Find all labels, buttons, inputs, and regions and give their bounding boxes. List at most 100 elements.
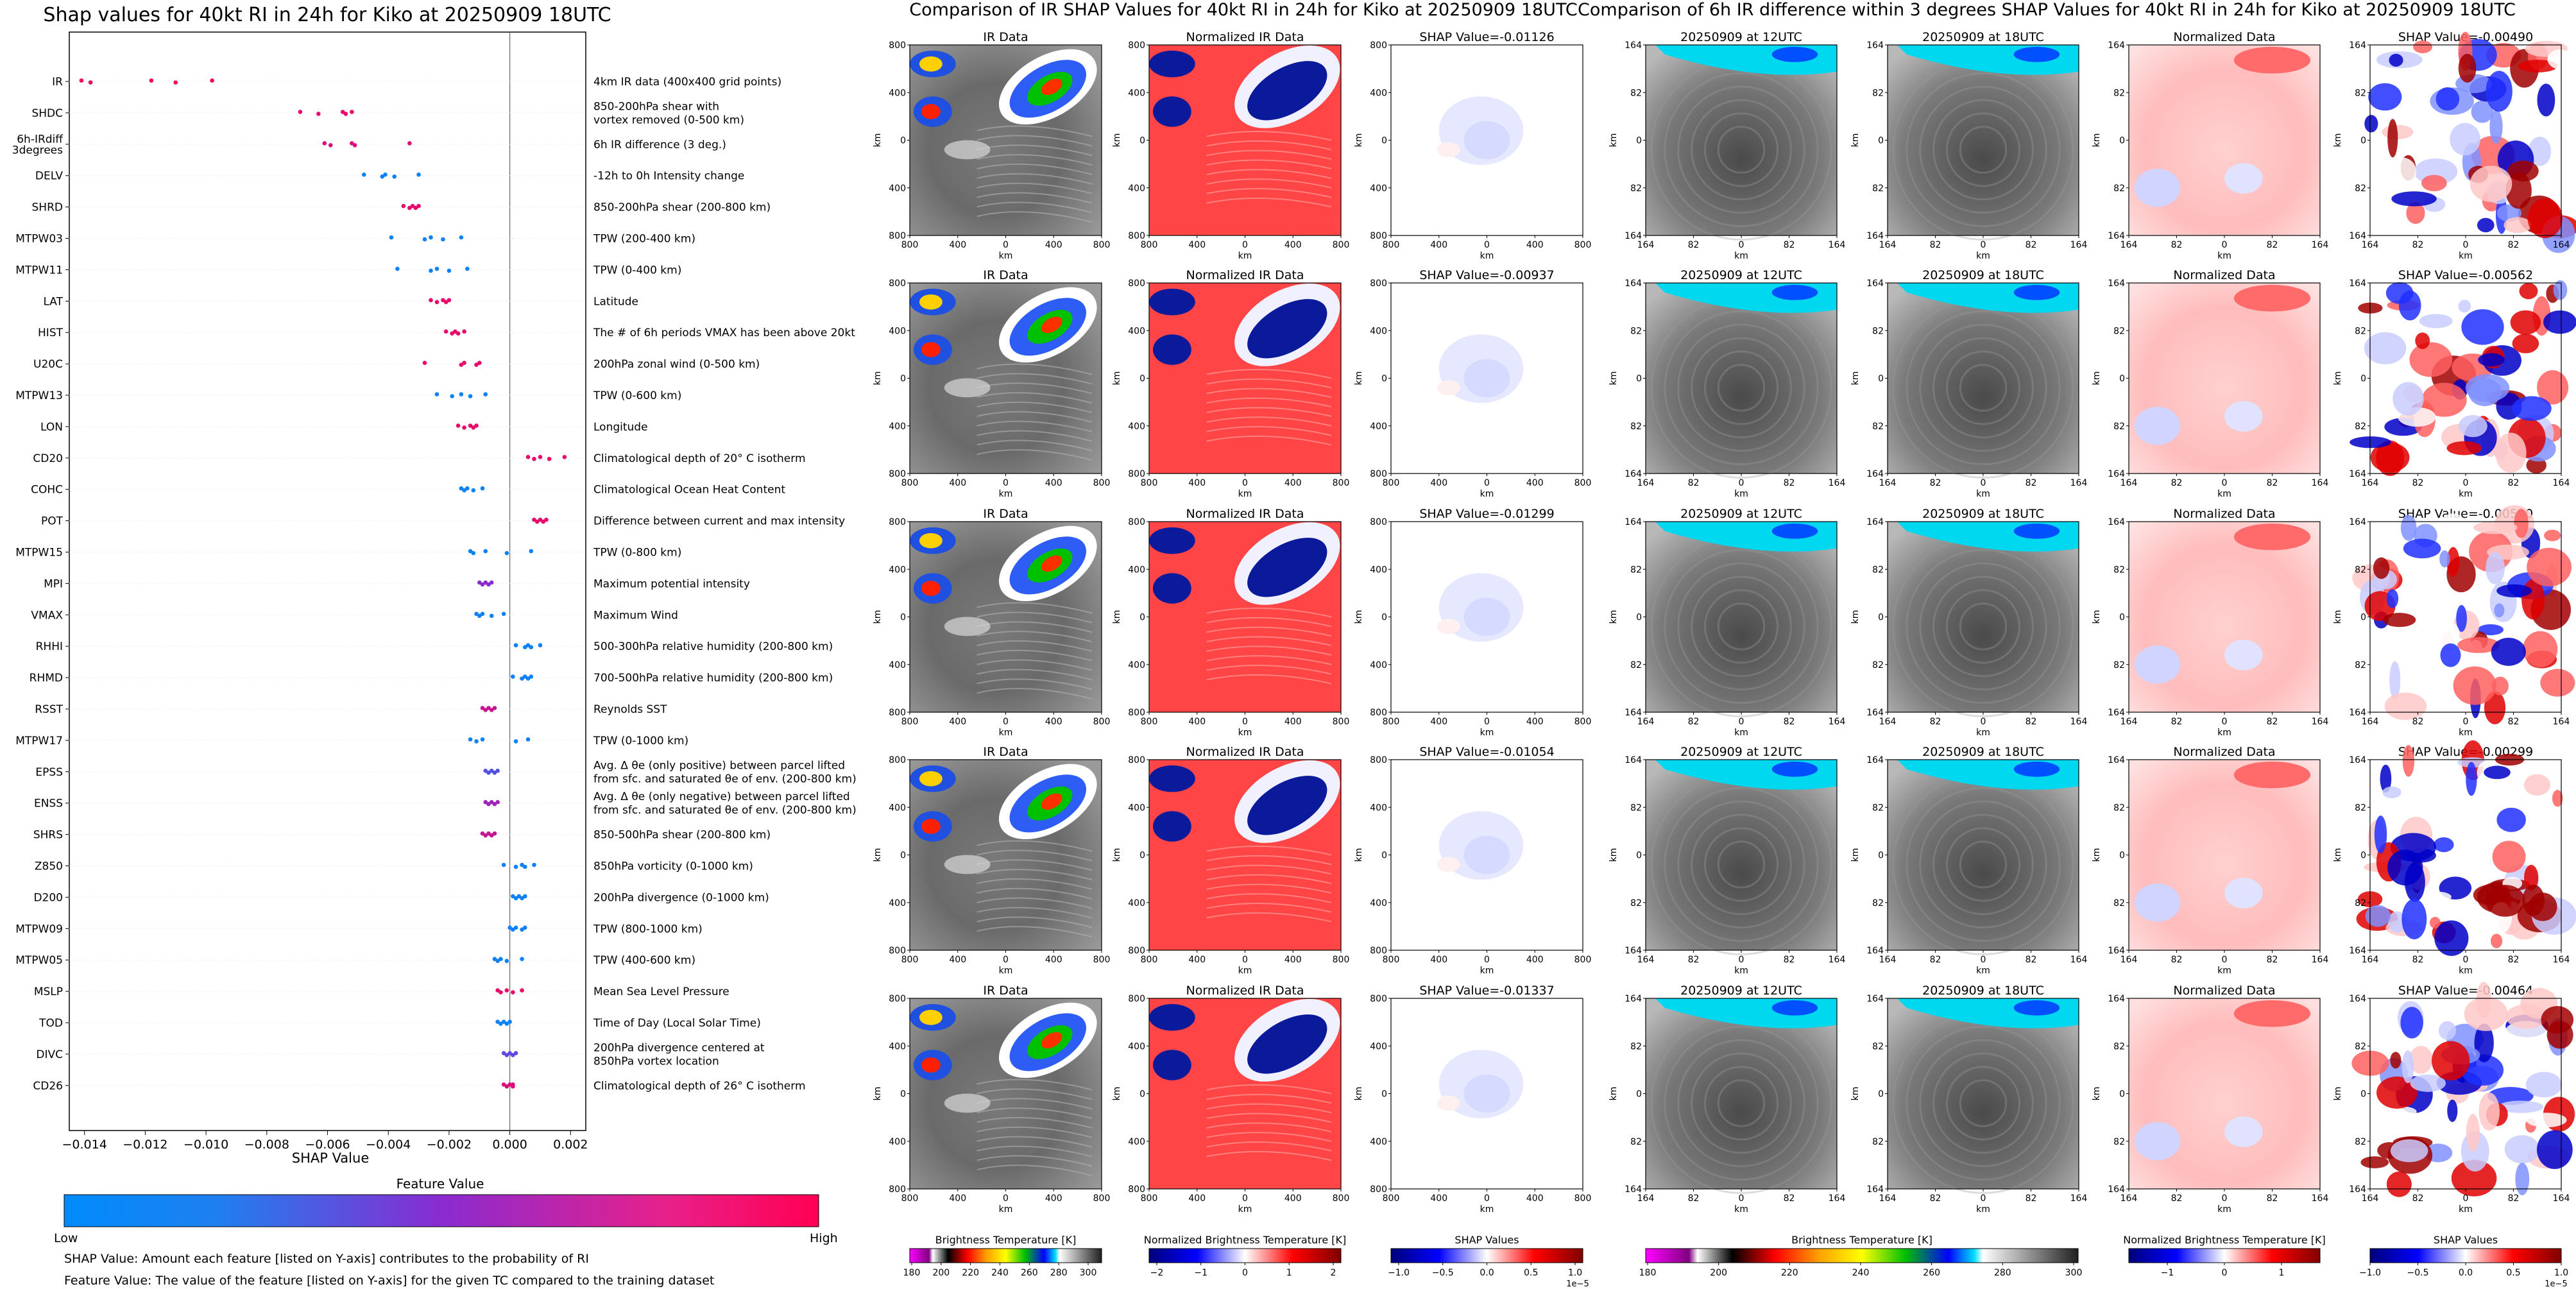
panel-title: Normalized Data: [2173, 30, 2275, 44]
y-axis-label: km: [1354, 133, 1364, 148]
shap-patch: [2521, 579, 2545, 620]
shap-blob-pos: [1437, 857, 1460, 873]
x-tick-label: 0: [1739, 478, 1744, 488]
y-axis-label: km: [1354, 371, 1364, 386]
shap-patch: [2526, 1113, 2567, 1128]
colorbar-title: Feature Value: [397, 1176, 484, 1191]
shap-point: [508, 1082, 512, 1087]
y-tick-label: 800: [1128, 517, 1145, 527]
norm-cluster: [1149, 50, 1195, 78]
colorbar-tick-label: 240: [1852, 1268, 1870, 1278]
shap-patch: [2518, 60, 2558, 73]
y-tick-label: 82: [2113, 803, 2125, 813]
feature-description: 6h IR difference (3 deg.): [593, 139, 726, 151]
panel-title: Normalized Data: [2173, 984, 2275, 998]
shap-point: [486, 831, 491, 836]
y-tick-label: 800: [1128, 40, 1145, 51]
shap-patch: [2403, 538, 2441, 559]
shap-patch: [2390, 1052, 2401, 1069]
y-axis-label: km: [1608, 848, 1619, 862]
shap-patch: [2541, 1006, 2574, 1034]
colorbar-tick-label: 2: [1331, 1268, 1336, 1278]
x-tick-label: 400: [1284, 478, 1302, 488]
norm-band: [1206, 884, 1332, 894]
shap-point: [489, 799, 494, 805]
shap-point: [468, 737, 473, 742]
x-tick-label: 400: [1430, 1193, 1447, 1204]
x-axis-label: km: [2217, 251, 2231, 261]
cold-cloud-core: [2013, 46, 2060, 62]
spiral-band: [1717, 841, 1766, 889]
x-axis-label: km: [1976, 966, 1990, 976]
y-tick-label: 0: [2360, 136, 2366, 146]
y-tick-label: 0: [1636, 1089, 1642, 1100]
y-tick-label: 800: [1128, 231, 1145, 241]
panel-title: SHAP Value=-0.01299: [1419, 507, 1554, 521]
spiral-band: [1691, 1052, 1792, 1154]
y-tick-label: 400: [1128, 565, 1145, 575]
x-tick-label: 0: [1739, 1193, 1744, 1204]
x-tick-label: 0: [2222, 478, 2228, 488]
shap-patch: [2432, 1041, 2470, 1080]
shap-point: [492, 706, 497, 710]
x-tick-label: 82: [2026, 1193, 2037, 1204]
shap-patch: [2402, 745, 2415, 777]
shap-point: [513, 864, 518, 869]
shap-point: [513, 1051, 518, 1055]
cloud-cluster-core: [919, 771, 943, 787]
y-tick-label: 82: [1872, 803, 1884, 813]
y-axis-label: km: [1608, 1087, 1619, 1101]
shap-point: [492, 831, 497, 836]
colorbar-tick-label: 0.0: [1480, 1268, 1494, 1278]
shap-patch: [2380, 764, 2392, 793]
x-tick-label: 82: [2267, 1193, 2278, 1204]
shap-point: [489, 769, 494, 773]
feature-description: Climatological Ocean Heat Content: [593, 484, 785, 497]
spiral-band: [1717, 364, 1766, 412]
shap-point: [362, 172, 366, 177]
y-tick-label: 400: [1370, 88, 1387, 98]
spiral-band: [1691, 337, 1792, 439]
norm-band: [1206, 655, 1332, 665]
x-tick-label: 0: [1484, 478, 1490, 488]
norm-band: [1206, 864, 1332, 875]
shap-patch: [2446, 441, 2482, 456]
x-tick-label: 800: [1383, 955, 1400, 965]
y-tick-label: 400: [889, 565, 906, 575]
colorbar-tick-label: 260: [1021, 1268, 1038, 1278]
panel-title: IR Data: [983, 507, 1028, 521]
shap-point: [474, 363, 479, 367]
shap-patch: [2389, 53, 2403, 67]
shap-patch: [2537, 83, 2555, 117]
y-tick-label: 400: [1370, 803, 1387, 813]
shap-patch: [2553, 280, 2568, 300]
y-axis-label: km: [1354, 848, 1364, 862]
y-tick-label: 0: [900, 136, 906, 146]
colorbar-tick-label: −1.0: [2359, 1268, 2381, 1278]
shap-patch: [2421, 175, 2447, 192]
shap-patch: [2386, 1171, 2412, 1197]
feature-label: POT: [41, 515, 64, 528]
shap-point: [504, 959, 509, 963]
shap-patch: [2413, 40, 2433, 53]
y-tick-label: 800: [889, 994, 906, 1004]
shap-point: [474, 739, 479, 744]
cloud-band: [977, 163, 1093, 175]
normdiff-cool: [2224, 163, 2263, 194]
x-axis-label: km: [2459, 489, 2473, 499]
norm-band: [1206, 426, 1332, 436]
shap-point: [538, 455, 543, 459]
cloud-cluster-core: [921, 342, 941, 357]
x-tick-label: 400: [1430, 955, 1447, 965]
norm-band: [1206, 845, 1332, 856]
x-axis-label: km: [1480, 489, 1494, 499]
x-axis-label: km: [1480, 1204, 1494, 1215]
x-tick-label: 164: [1637, 240, 1655, 250]
x-tick-label: 164: [2362, 955, 2379, 965]
feature-description: 850-200hPa shear with vortex removed (0-5…: [593, 100, 744, 126]
y-tick-label: 400: [1370, 898, 1387, 909]
norm-band: [1206, 169, 1332, 179]
x-tick-label: 800: [1333, 240, 1350, 250]
shap-point: [489, 708, 494, 712]
feature-description: TPW (200-400 km): [593, 233, 695, 246]
